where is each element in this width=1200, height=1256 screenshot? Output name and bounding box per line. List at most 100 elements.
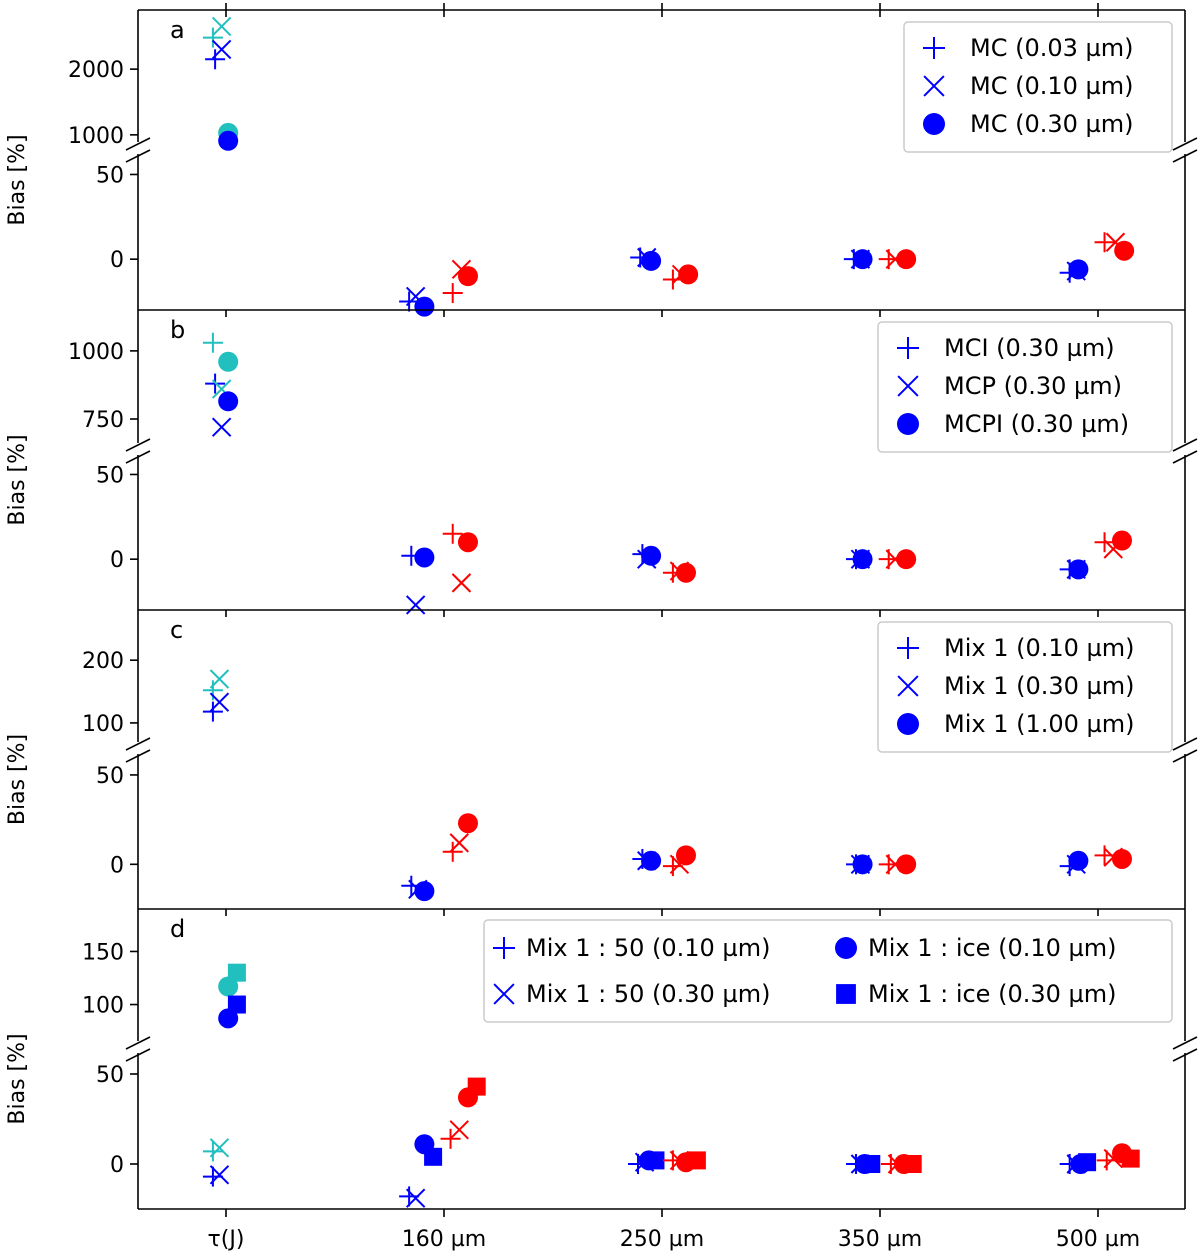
data-point bbox=[442, 841, 463, 862]
legend-label: MCPI (0.30 µm) bbox=[944, 410, 1129, 438]
axis-break-mark bbox=[125, 749, 151, 763]
data-point bbox=[675, 845, 696, 866]
axis-break-mark bbox=[1172, 1036, 1198, 1050]
legend-marker bbox=[897, 637, 919, 659]
data-point bbox=[451, 573, 472, 593]
panel-letter: a bbox=[170, 16, 185, 44]
data-point bbox=[662, 856, 683, 877]
axes-frame bbox=[125, 9, 1198, 1210]
legend-marker bbox=[923, 37, 945, 59]
legend-box bbox=[483, 919, 1173, 1023]
data-point bbox=[414, 881, 435, 902]
data-point bbox=[211, 16, 232, 37]
x-tick-label: 160 µm bbox=[402, 1227, 486, 1252]
panel-b: 750 1000 0 50 b Bias [%] MCI (0.30 µm) MCP (0.3… bbox=[5, 310, 1173, 615]
data-point bbox=[442, 283, 463, 304]
x-tick-label: τ(J) bbox=[208, 1227, 245, 1252]
axis-break-mark bbox=[125, 149, 151, 163]
legend-label: MCP (0.30 µm) bbox=[944, 372, 1122, 400]
y-tick-label-upper: 750 bbox=[82, 408, 124, 433]
legend-marker bbox=[923, 113, 945, 135]
legend-label: MC (0.03 µm) bbox=[970, 34, 1134, 62]
legend-box bbox=[877, 621, 1173, 753]
y-axis-label: Bias [%] bbox=[5, 434, 30, 525]
y-tick-label-upper: 1000 bbox=[68, 340, 124, 365]
x-tick-label: 500 µm bbox=[1056, 1227, 1140, 1252]
y-tick-label-lower: 0 bbox=[110, 853, 124, 878]
data-point bbox=[211, 417, 232, 437]
legend-marker bbox=[897, 375, 919, 397]
data-point bbox=[641, 250, 662, 271]
data-point bbox=[678, 264, 699, 285]
data-point bbox=[457, 532, 478, 553]
data-point bbox=[903, 1155, 922, 1173]
data-point bbox=[1068, 850, 1089, 871]
data-point bbox=[1114, 240, 1135, 261]
data-point bbox=[1094, 532, 1115, 553]
data-point bbox=[457, 813, 478, 834]
legend-marker bbox=[897, 413, 919, 435]
y-tick-label-lower: 0 bbox=[110, 1153, 124, 1178]
data-point bbox=[862, 1155, 881, 1173]
axis-break-mark bbox=[1172, 450, 1198, 464]
data-point bbox=[852, 854, 873, 875]
legend-marker bbox=[923, 75, 945, 97]
axis-break-mark bbox=[1172, 737, 1198, 751]
legend-label: Mix 1 : 50 (0.10 µm) bbox=[526, 934, 770, 962]
data-point bbox=[1078, 1153, 1097, 1172]
panel-letter: b bbox=[170, 316, 185, 344]
y-tick-label-lower: 50 bbox=[96, 1063, 124, 1088]
axis-break-mark bbox=[125, 137, 151, 151]
panel-letter: c bbox=[170, 616, 183, 644]
x-tick-label: 350 µm bbox=[838, 1227, 922, 1252]
legend-label: MC (0.10 µm) bbox=[970, 72, 1134, 100]
y-tick-label-upper: 2000 bbox=[68, 58, 124, 83]
data-point bbox=[209, 1138, 230, 1158]
legend-marker bbox=[897, 675, 919, 697]
axis-break-mark bbox=[125, 1036, 151, 1050]
data-point bbox=[1096, 1150, 1117, 1171]
legend-marker bbox=[835, 937, 857, 959]
data-point bbox=[1094, 232, 1115, 253]
axis-break-mark bbox=[1172, 137, 1198, 151]
data-point bbox=[675, 562, 696, 583]
legend: Mix 1 : 50 (0.10 µm) Mix 1 : 50 (0.30 µm)… bbox=[483, 919, 1173, 1023]
legend-label: MC (0.30 µm) bbox=[970, 110, 1134, 138]
data-point bbox=[646, 1151, 665, 1170]
data-point bbox=[218, 391, 239, 412]
legend-label: MCI (0.30 µm) bbox=[944, 334, 1115, 362]
x-tick-label: 250 µm bbox=[620, 1227, 704, 1252]
panel-a: 1000 2000 0 50 a Bias [%] MC (0.03 µm) MC (0.10… bbox=[5, 3, 1173, 317]
y-tick-label-upper: 100 bbox=[82, 712, 124, 737]
data-point bbox=[211, 39, 232, 60]
data-point bbox=[227, 963, 246, 982]
axis-break-mark bbox=[125, 450, 151, 464]
data-point bbox=[1068, 559, 1089, 580]
data-point bbox=[218, 351, 239, 372]
data-point bbox=[442, 523, 463, 544]
legend-marker bbox=[493, 937, 515, 959]
data-point bbox=[414, 296, 435, 317]
data-point bbox=[218, 130, 239, 151]
y-tick-label-lower: 0 bbox=[110, 248, 124, 273]
data-point bbox=[852, 549, 873, 570]
data-point bbox=[227, 995, 246, 1014]
legend-label: Mix 1 : ice (0.10 µm) bbox=[868, 934, 1117, 962]
data-point bbox=[1111, 530, 1132, 551]
data-point bbox=[414, 547, 435, 568]
data-point bbox=[202, 332, 223, 353]
axis-break-mark bbox=[1172, 149, 1198, 163]
legend-marker bbox=[897, 713, 919, 735]
legend-marker bbox=[836, 984, 856, 1004]
data-point bbox=[467, 1077, 486, 1096]
data-point bbox=[202, 1141, 223, 1162]
axis-break-mark bbox=[1172, 438, 1198, 452]
y-tick-label-lower: 0 bbox=[110, 548, 124, 573]
data-point bbox=[1111, 848, 1132, 869]
data-point bbox=[202, 680, 223, 701]
data-point bbox=[641, 545, 662, 566]
y-tick-label-lower: 50 bbox=[96, 163, 124, 188]
